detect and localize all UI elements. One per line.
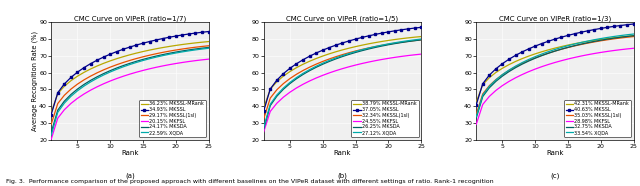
X-axis label: Rank: Rank	[333, 150, 351, 156]
X-axis label: Rank: Rank	[546, 150, 564, 156]
Title: CMC Curve on VIPeR (ratio=1/5): CMC Curve on VIPeR (ratio=1/5)	[286, 15, 399, 22]
Text: (c): (c)	[550, 172, 559, 179]
Title: CMC Curve on VIPeR (ratio=1/3): CMC Curve on VIPeR (ratio=1/3)	[499, 15, 611, 22]
X-axis label: Rank: Rank	[121, 150, 139, 156]
Legend: 36.23% MKSSL-MRank, 34.93% MKSSL, 29.17% MKSSL(1sl), 20.15% MKFSL, 24.17% MKSDA,: 36.23% MKSSL-MRank, 34.93% MKSSL, 29.17%…	[139, 100, 206, 137]
Text: (a): (a)	[125, 172, 135, 179]
Text: (b): (b)	[337, 172, 348, 179]
Title: CMC Curve on VIPeR (ratio=1/7): CMC Curve on VIPeR (ratio=1/7)	[74, 15, 186, 22]
Legend: 42.31% MKSSL-MRank, 40.63% MKSSL, 35.03% MKSSL(1sl), 28.98% MKFSL, 32.75% MKSDA,: 42.31% MKSSL-MRank, 40.63% MKSSL, 35.03%…	[564, 100, 631, 137]
Y-axis label: Average Recognition Rate (%): Average Recognition Rate (%)	[31, 31, 38, 131]
Legend: 38.79% MKSSL-MRank, 37.05% MKSSL, 32.34% MKSSL(1sl), 24.55% MKFSL, 26.25% MKSDA,: 38.79% MKSSL-MRank, 37.05% MKSSL, 32.34%…	[351, 100, 419, 137]
Text: Fig. 3.  Performance comparison of the proposed approach with different baseline: Fig. 3. Performance comparison of the pr…	[6, 179, 494, 184]
